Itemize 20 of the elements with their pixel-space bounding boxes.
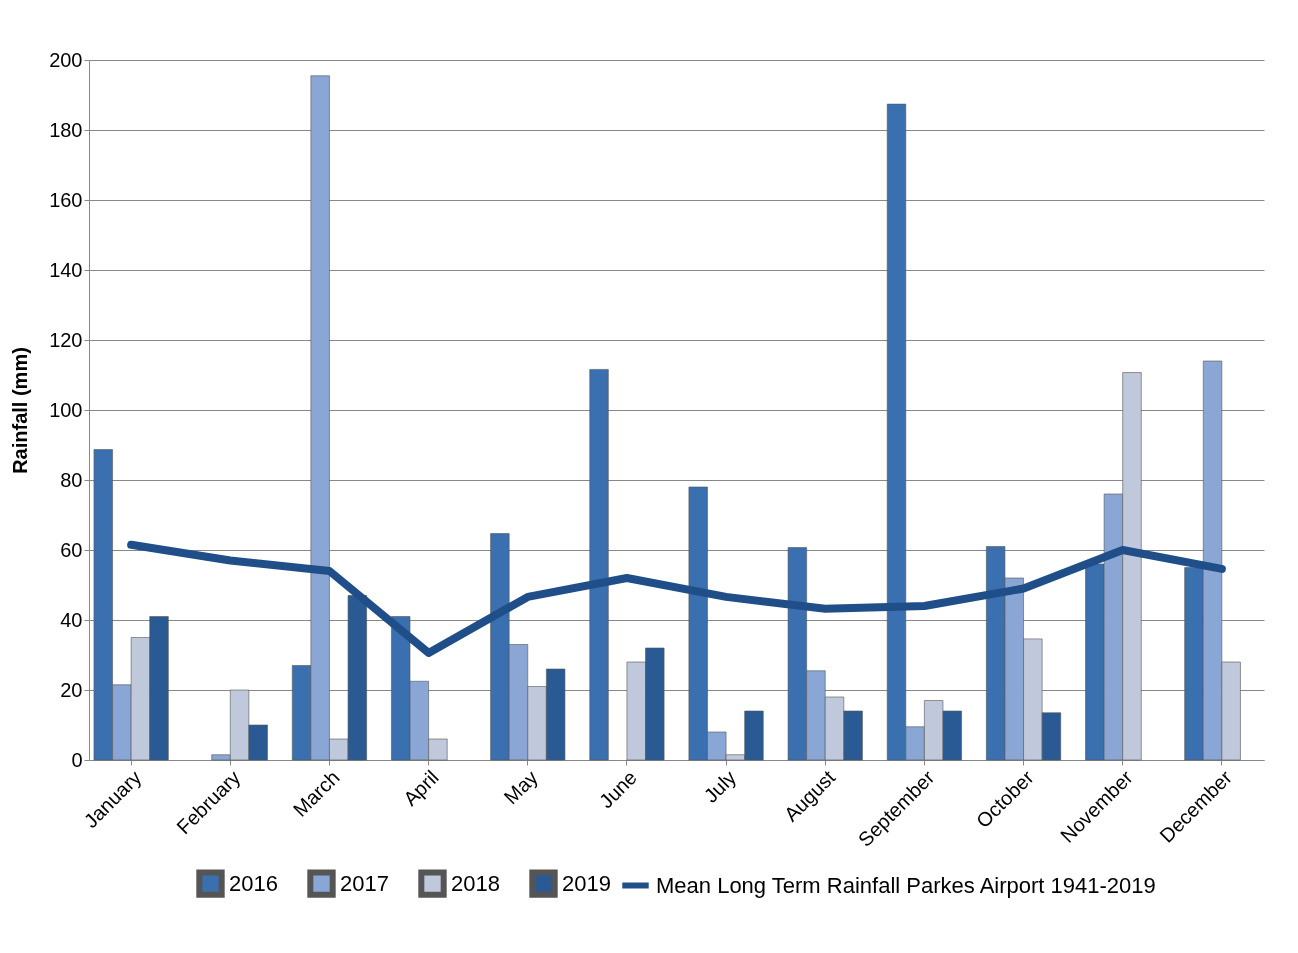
y-tick-label: 80: [60, 468, 83, 491]
x-tick-label: May: [499, 766, 542, 809]
y-tick-label: 140: [49, 258, 83, 281]
legend-label: 2018: [451, 870, 500, 896]
y-tick-label: 0: [71, 748, 83, 771]
y-tick-label: 40: [60, 608, 83, 631]
y-tick-label: 200: [49, 48, 83, 71]
x-tick-label: July: [699, 766, 741, 807]
y-tick-label: 180: [49, 118, 83, 141]
y-tick-label: 20: [60, 678, 83, 701]
y-tick-label: 120: [49, 328, 83, 351]
y-tick-label: 100: [49, 398, 83, 421]
y-axis-title: Rainfall (mm): [9, 347, 32, 474]
legend-label: Mean Long Term Rainfall Parkes Airport 1941-2019: [656, 872, 1156, 898]
legend-label: 2019: [562, 870, 611, 896]
y-tick-label: 60: [60, 538, 83, 561]
legend-label: 2016: [229, 870, 278, 896]
y-tick-label: 160: [49, 188, 83, 211]
legend-label: 2017: [340, 870, 389, 896]
bar: [589, 369, 609, 761]
